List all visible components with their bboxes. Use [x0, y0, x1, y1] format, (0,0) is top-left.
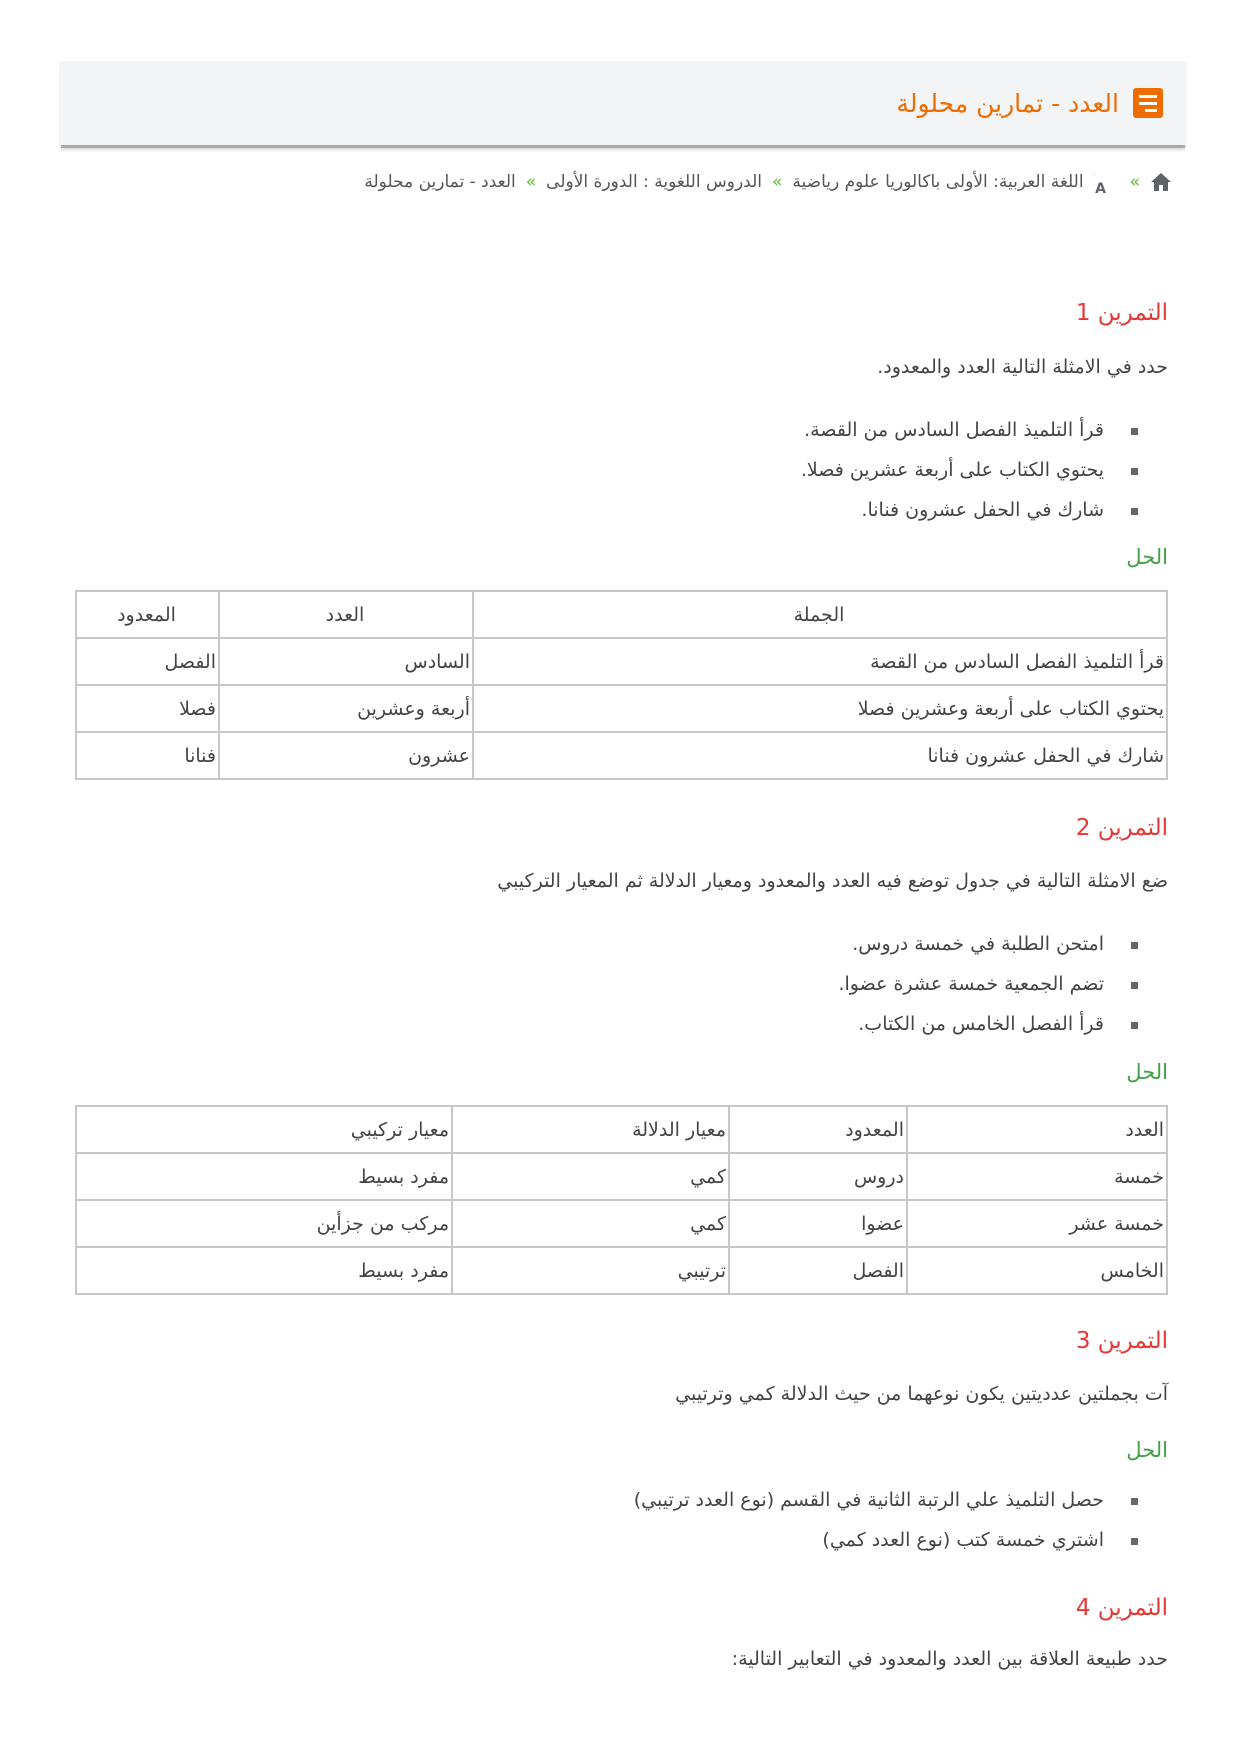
table-cell: يحتوي الكتاب على أربعة وعشرين فصلا — [472, 684, 1168, 733]
table-cell: مفرد بسيط — [75, 1246, 453, 1295]
exercise-3-title: التمرين 3 — [1075, 1328, 1168, 1354]
list-item: قرأ الفصل الخامس من الكتاب. — [838, 1004, 1138, 1044]
breadcrumb: » 文A اللغة العربية: الأولى باكالوريا علو… — [364, 170, 1172, 194]
list-item: حصل التلميذ علي الرتبة الثانية في القسم … — [634, 1480, 1139, 1520]
table-cell: السادس — [218, 637, 474, 686]
exercise-1-prompt: حدد في الامثلة التالية العدد والمعدود. — [877, 356, 1168, 378]
solution-label: الحل — [1126, 545, 1168, 569]
translate-icon: 文A — [1094, 170, 1120, 194]
exercise-2-table: العدد المعدود معيار الدلالة معيار تركيبي… — [75, 1105, 1168, 1295]
table-cell: الفصل — [728, 1246, 908, 1295]
table-header-row: الجملة العدد المعدود — [75, 590, 1168, 639]
table-row: يحتوي الكتاب على أربعة وعشرين فصلا أربعة … — [75, 684, 1168, 733]
list-item: امتحن الطلبة في خمسة دروس. — [838, 924, 1138, 964]
column-header: معيار تركيبي — [75, 1105, 453, 1154]
svg-text:文: 文 — [1094, 170, 1095, 188]
table-cell: قرأ التلميذ الفصل السادس من القصة — [472, 637, 1168, 686]
table-cell: الخامس — [906, 1246, 1168, 1295]
list-item: يحتوي الكتاب على أربعة عشرين فصلا. — [801, 450, 1139, 490]
table-cell: دروس — [728, 1152, 908, 1201]
list-item: اشتري خمسة كتب (نوع العدد كمي) — [634, 1520, 1139, 1560]
table-header-row: العدد المعدود معيار الدلالة معيار تركيبي — [75, 1105, 1168, 1154]
page-title: العدد - تمارين محلولة — [896, 88, 1119, 118]
table-cell: مركب من جزأين — [75, 1199, 453, 1248]
exercise-4-prompt: حدد طبيعة العلاقة بين العدد والمعدود في … — [731, 1648, 1168, 1670]
breadcrumb-item-subject[interactable]: اللغة العربية: الأولى باكالوريا علوم ريا… — [792, 172, 1084, 192]
table-cell: كمي — [451, 1199, 730, 1248]
breadcrumb-separator: » — [772, 172, 783, 192]
table-row: خمسة عشر عضوا كمي مركب من جزأين — [75, 1199, 1168, 1248]
table-row: خمسة دروس كمي مفرد بسيط — [75, 1152, 1168, 1201]
table-row: قرأ التلميذ الفصل السادس من القصة السادس ا… — [75, 637, 1168, 686]
table-row: شارك في الحفل عشرون فنانا عشرون فنانا — [75, 731, 1168, 780]
solution-label: الحل — [1126, 1060, 1168, 1084]
exercise-1-title: التمرين 1 — [1075, 300, 1168, 326]
home-icon[interactable] — [1150, 172, 1172, 192]
table-cell: أربعة وعشرين — [218, 684, 474, 733]
table-row: الخامس الفصل ترتيبي مفرد بسيط — [75, 1246, 1168, 1295]
column-header: العدد — [218, 590, 474, 639]
table-cell: ترتيبي — [451, 1246, 730, 1295]
solution-label: الحل — [1126, 1438, 1168, 1462]
exercise-2-title: التمرين 2 — [1075, 815, 1168, 841]
breadcrumb-item-current: العدد - تمارين محلولة — [364, 172, 516, 192]
column-header: الجملة — [472, 590, 1168, 639]
page-header: العدد - تمارين محلولة — [61, 61, 1185, 148]
table-cell: عضوا — [728, 1199, 908, 1248]
table-cell: فنانا — [75, 731, 220, 780]
exercise-1-list: قرأ التلميذ الفصل السادس من القصة. يحتوي… — [801, 410, 1139, 530]
table-cell: كمي — [451, 1152, 730, 1201]
exercise-3-list: حصل التلميذ علي الرتبة الثانية في القسم … — [634, 1480, 1139, 1560]
exercise-3-prompt: آت بجملتين عدديتين يكون نوعهما من حيث ال… — [675, 1383, 1168, 1405]
table-cell: شارك في الحفل عشرون فنانا — [472, 731, 1168, 780]
table-cell: مفرد بسيط — [75, 1152, 453, 1201]
breadcrumb-separator: » — [525, 172, 537, 192]
exercise-4-title: التمرين 4 — [1075, 1595, 1168, 1621]
document-icon — [1133, 88, 1163, 118]
list-item: قرأ التلميذ الفصل السادس من القصة. — [801, 410, 1139, 450]
list-item: تضم الجمعية خمسة عشرة عضوا. — [838, 964, 1138, 1004]
table-cell: خمسة عشر — [906, 1199, 1168, 1248]
column-header: معيار الدلالة — [451, 1105, 730, 1154]
exercise-1-table: الجملة العدد المعدود قرأ التلميذ الفصل ا… — [75, 590, 1168, 780]
column-header: المعدود — [75, 590, 220, 639]
breadcrumb-separator: » — [1129, 172, 1140, 192]
table-cell: عشرون — [218, 731, 474, 780]
table-cell: فصلا — [75, 684, 220, 733]
svg-text:A: A — [1095, 181, 1106, 194]
exercise-2-list: امتحن الطلبة في خمسة دروس. تضم الجمعية خ… — [838, 924, 1138, 1044]
table-cell: خمسة — [906, 1152, 1168, 1201]
column-header: العدد — [906, 1105, 1168, 1154]
table-cell: الفصل — [75, 637, 220, 686]
list-item: شارك في الحفل عشرون فنانا. — [801, 490, 1139, 530]
exercise-2-prompt: ضع الامثلة التالية في جدول توضع فيه العد… — [497, 870, 1168, 892]
breadcrumb-item-lessons[interactable]: الدروس اللغوية : الدورة الأولى — [546, 172, 762, 192]
column-header: المعدود — [728, 1105, 908, 1154]
